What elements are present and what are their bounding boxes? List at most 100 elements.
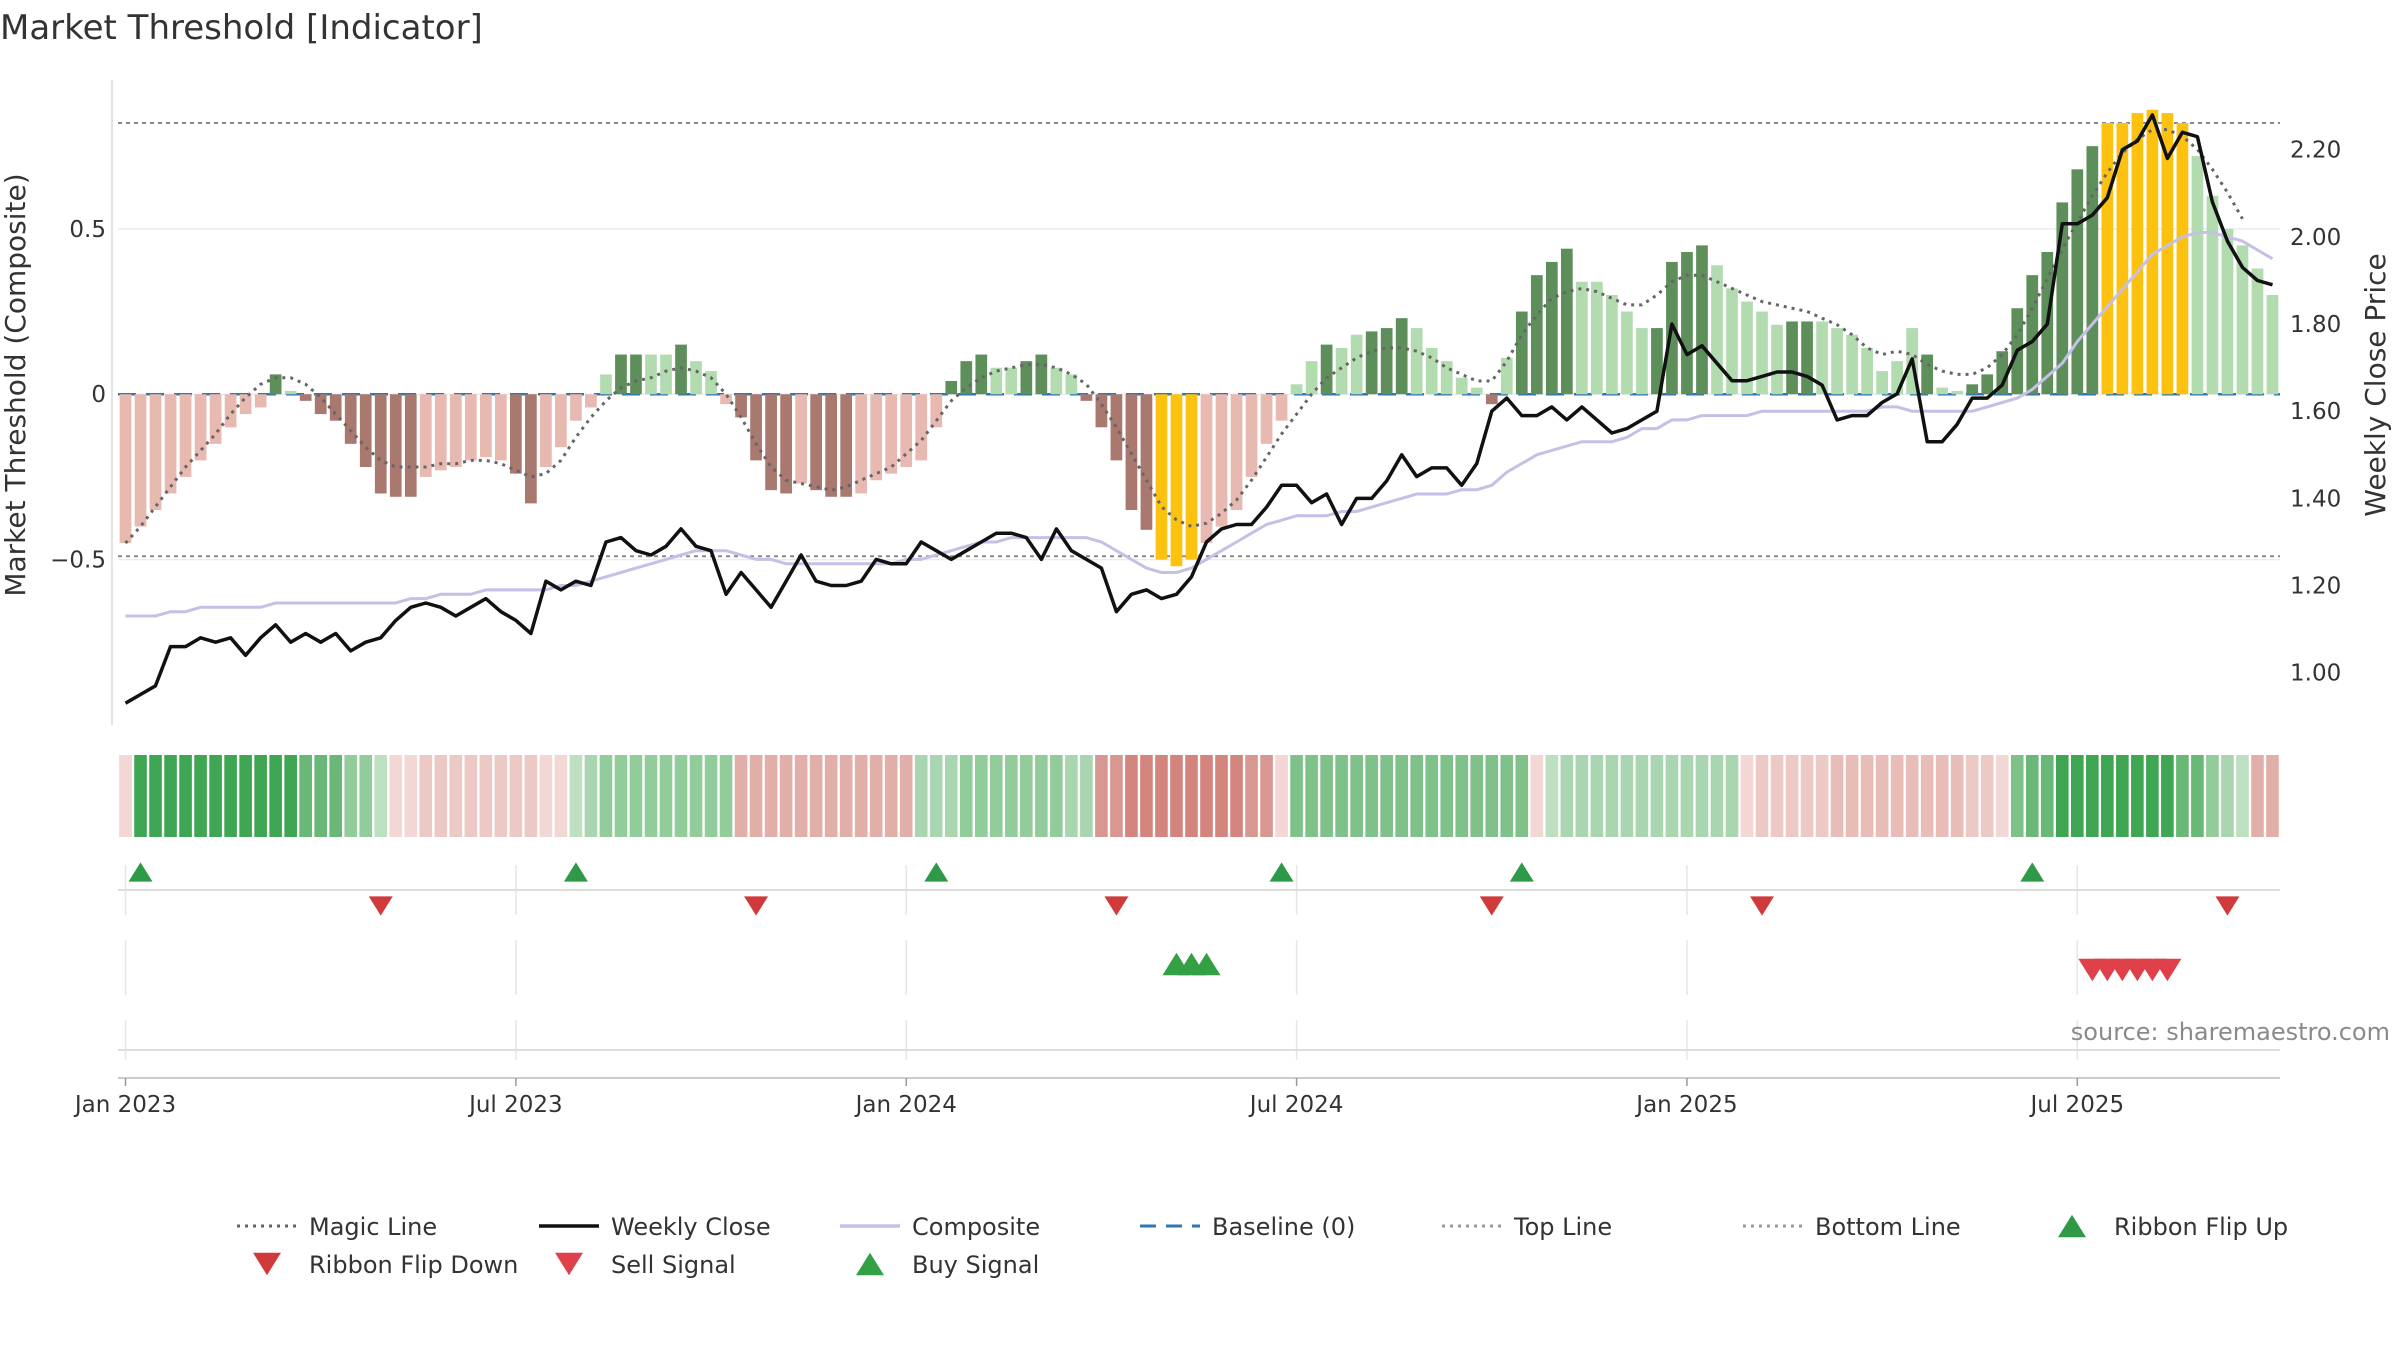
composite-bar [2191, 156, 2204, 395]
composite-bar [2251, 268, 2264, 395]
ribbon-cell [404, 755, 418, 837]
ribbon-cell [2176, 755, 2189, 837]
composite-bar [735, 394, 747, 418]
composite-bar [1756, 311, 1768, 395]
ribbon-cell [2131, 755, 2144, 837]
composite-bar [1470, 387, 1483, 395]
ribbon-cell [1050, 755, 1063, 837]
ribbon-cell [1680, 755, 1694, 837]
ribbon-cell [1725, 755, 1739, 837]
ribbon-cell [1605, 755, 1619, 837]
ribbon-cell [1770, 755, 1784, 837]
weekly-close-line [124, 113, 2273, 705]
composite-bar [269, 374, 282, 395]
ribbon-cell [1095, 755, 1108, 837]
ribbon-cell [1425, 755, 1439, 837]
ribbon-cell [1440, 755, 1454, 837]
ribbon-cell [1575, 755, 1589, 837]
ribbon-cell [1875, 755, 1889, 837]
composite-bar [870, 394, 883, 481]
composite-bar [1245, 394, 1258, 477]
composite-bar [1996, 351, 2009, 395]
ribbon-cell [314, 755, 327, 837]
ribbon-cell [990, 755, 1003, 837]
ribbon-cell [224, 755, 237, 837]
ribbon-flip-up-marker [2020, 862, 2045, 882]
ribbon-flip-down-marker [1104, 896, 1129, 916]
legend: Magic Line Weekly Close Composite Baseline … [237, 1213, 2288, 1279]
ribbon-cell [2266, 755, 2279, 837]
composite-bar [254, 394, 267, 408]
ribbon-cell [374, 755, 388, 837]
ribbon-cell [614, 755, 628, 837]
ribbon-cell [2161, 755, 2174, 837]
y2-tick-label: 1.60 [2290, 399, 2341, 425]
composite-bar [149, 394, 162, 510]
composite-bar [1891, 361, 1904, 395]
ribbon-flip-up-marker [128, 862, 153, 882]
composite-bar [2266, 295, 2279, 395]
ribbon-cell [974, 755, 988, 837]
composite-bar [1095, 394, 1108, 428]
composite-bar [2176, 123, 2189, 395]
ribbon-cell [1335, 755, 1348, 837]
composite-bar [1560, 248, 1573, 395]
series-lines [124, 113, 2274, 705]
legend-swatch-tri-up [856, 1252, 884, 1276]
composite-bar [1636, 328, 1648, 395]
composite-bar [1305, 361, 1318, 395]
legend-item: Ribbon Flip Down [253, 1251, 518, 1279]
composite-bar [239, 394, 252, 415]
y2-tick-label: 1.40 [2290, 486, 2341, 512]
composite-bar [389, 394, 402, 497]
ribbon-cell [899, 755, 913, 837]
ribbon-cell [1530, 755, 1544, 837]
composite-bar [945, 381, 958, 395]
ribbon-cell [389, 755, 403, 837]
ribbon-cell [2040, 755, 2054, 837]
ribbon-cell [509, 755, 523, 837]
ribbon-cell [344, 755, 358, 837]
ribbon-cell [2236, 755, 2249, 837]
composite-bar [1455, 377, 1468, 395]
composite-bar [1981, 374, 1994, 395]
ribbon-cell [719, 755, 733, 837]
ribbon-cell [854, 755, 868, 837]
ribbon-cell [704, 755, 718, 837]
ribbon-cell [1350, 755, 1363, 837]
signal-panels [118, 862, 2280, 1051]
composite-bar [1110, 394, 1123, 461]
ribbon-cell [1185, 755, 1198, 837]
ribbon-cell [1155, 755, 1168, 837]
composite-bar [555, 394, 567, 448]
composite-bar [540, 394, 552, 467]
composite-bar [1410, 328, 1423, 395]
ribbon-flip-down-marker [1479, 896, 1504, 916]
composite-bar [1365, 331, 1378, 395]
legend-item: Ribbon Flip Up [2058, 1213, 2288, 1241]
legend-item: Composite [840, 1213, 1040, 1241]
ribbon-cell [1380, 755, 1393, 837]
composite-bar [2146, 109, 2159, 395]
composite-bar [1801, 321, 1813, 395]
ribbon-cell [1650, 755, 1664, 837]
composite-bar [1651, 328, 1663, 395]
ribbon-cell [1755, 755, 1769, 837]
axes: 0.5 0 −0.5 2.20 2.00 1.80 1.60 1.40 1.20 1.00 Jan … [50, 80, 2341, 1118]
composite-bar [1185, 394, 1198, 560]
composite-bar [810, 394, 823, 491]
legend-label: Top Line [1513, 1213, 1612, 1241]
composite-bar [329, 394, 342, 421]
ribbon-flip-down-marker [368, 896, 393, 916]
composite-bar [284, 390, 297, 395]
composite-bar [134, 394, 147, 527]
composite-bar [209, 394, 222, 444]
ribbon-cell [2101, 755, 2114, 837]
ribbon-cell [1245, 755, 1258, 837]
ribbon-cell [689, 755, 703, 837]
composite-bar [750, 394, 762, 461]
composite-bar [1741, 301, 1753, 395]
composite-bar [585, 394, 597, 408]
ribbon-cell [449, 755, 463, 837]
ribbon-cell [824, 755, 838, 837]
